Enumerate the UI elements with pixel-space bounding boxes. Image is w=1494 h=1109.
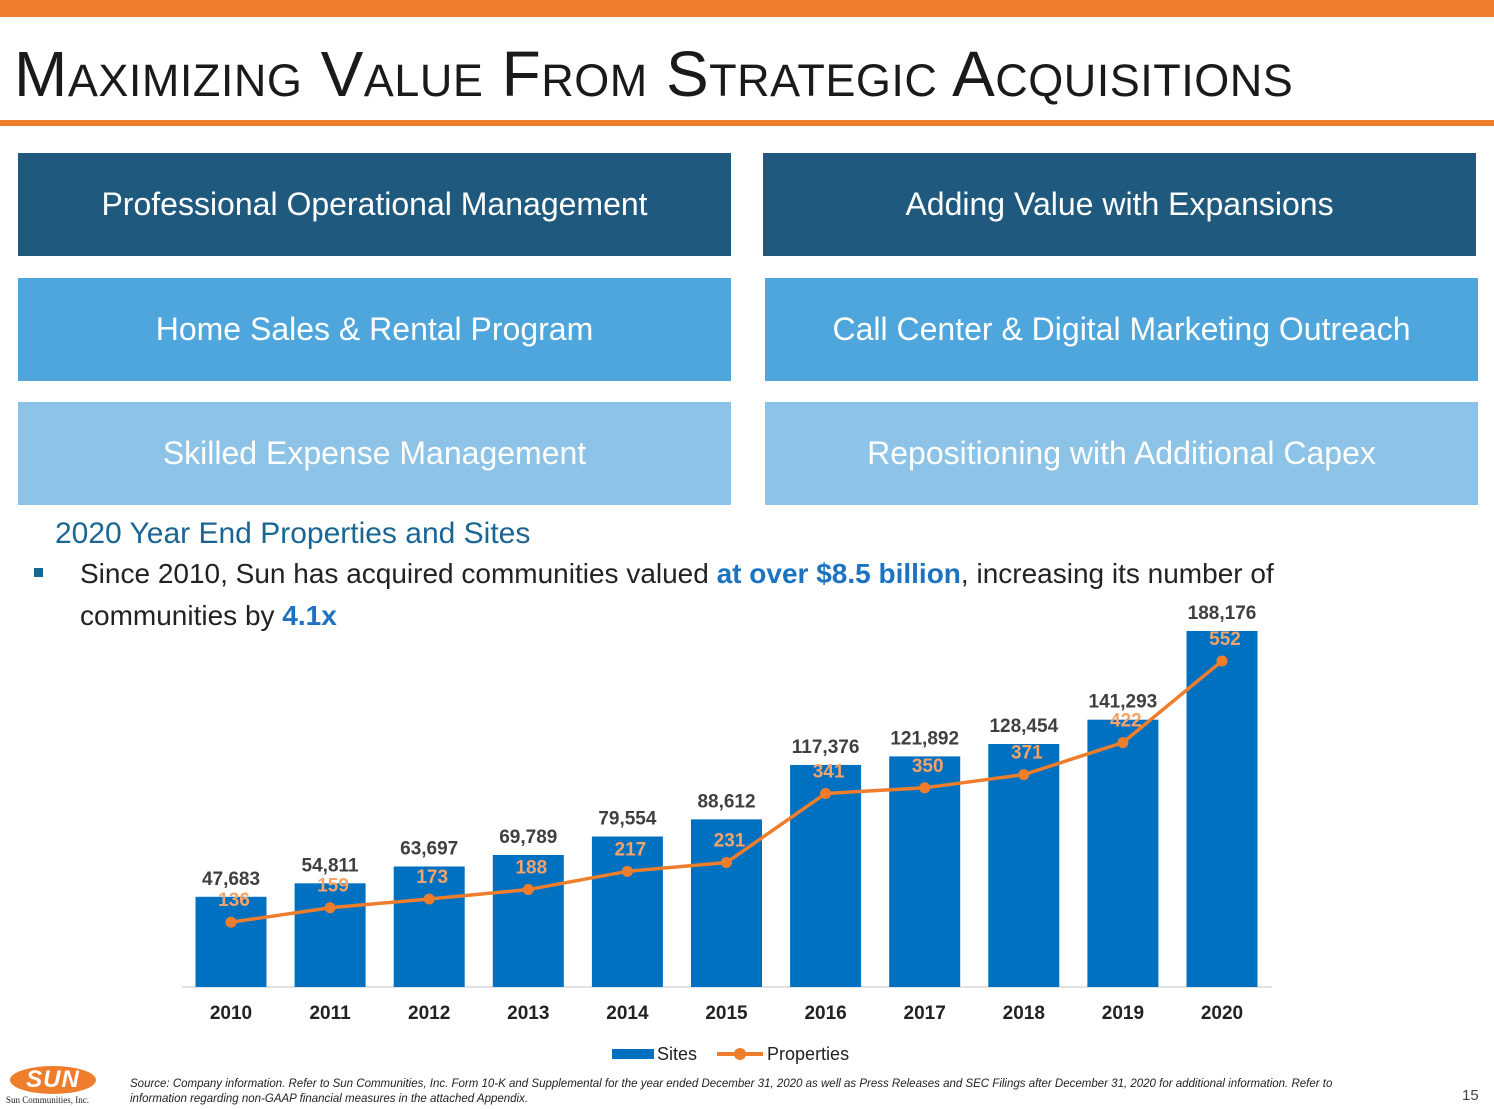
properties-label-2014: 217 — [615, 839, 647, 860]
chart-subheading: 2020 Year End Properties and Sites — [55, 517, 531, 550]
bar-sites-2010 — [195, 896, 267, 987]
bar-label-sites-2010: 47,683 — [202, 869, 260, 890]
properties-label-2010: 136 — [218, 890, 250, 911]
legend-sites-swatch — [612, 1049, 654, 1059]
x-tick-2015: 2015 — [705, 1003, 748, 1024]
properties-label-2020: 552 — [1209, 629, 1241, 650]
x-tick-2012: 2012 — [408, 1003, 450, 1024]
title-underline — [0, 120, 1494, 126]
legend-sites-label: Sites — [657, 1043, 698, 1064]
x-tick-2017: 2017 — [904, 1003, 946, 1024]
legend-properties-label: Properties — [767, 1043, 850, 1064]
chart-legend: Sites Properties — [612, 1042, 849, 1066]
properties-label-2015: 231 — [714, 831, 746, 852]
box-repositioning-additional-capex: Repositioning with Additional Capex — [765, 402, 1478, 505]
properties-point-2010 — [225, 916, 237, 928]
bullet-highlight-multiple: 4.1x — [282, 600, 337, 631]
bullet-highlight-value: at over $8.5 billion — [716, 558, 961, 589]
bullet-marker — [34, 568, 43, 577]
properties-point-2014 — [621, 865, 633, 877]
properties-point-2012 — [423, 893, 435, 905]
bar-sites-2016 — [790, 764, 862, 987]
properties-point-2019 — [1117, 737, 1129, 749]
x-tick-2016: 2016 — [804, 1003, 846, 1024]
bar-sites-2011 — [294, 883, 366, 987]
properties-label-2018: 371 — [1011, 743, 1043, 764]
properties-label-2013: 188 — [515, 858, 547, 879]
bar-label-sites-2017: 121,892 — [890, 728, 959, 749]
bar-label-sites-2019: 141,293 — [1089, 692, 1158, 713]
sites-properties-chart: 47,683 2010 54,811 2011 63,697 2012 69,789 2013… — [182, 603, 1272, 1024]
bar-sites-2019 — [1087, 719, 1159, 987]
sun-communities-logo: SUN Sun Communities, Inc. — [6, 1064, 124, 1108]
properties-label-2012: 173 — [416, 867, 448, 888]
bar-label-sites-2020: 188,176 — [1188, 603, 1257, 624]
source-footnote: Source: Company information. Refer to Su… — [130, 1078, 1333, 1105]
properties-label-2019: 422 — [1110, 711, 1142, 732]
properties-point-2016 — [820, 787, 832, 799]
x-tick-2011: 2011 — [309, 1003, 351, 1024]
top-accent-bar — [0, 0, 1494, 17]
bar-label-sites-2011: 54,811 — [302, 855, 359, 876]
box-home-sales-rental-program: Home Sales & Rental Program — [18, 278, 731, 381]
bar-sites-2018 — [988, 743, 1060, 987]
page-title: Maximizing Value From Strategic Acquisit… — [14, 38, 1294, 110]
bar-sites-2013 — [492, 854, 564, 987]
page-number: 15 — [1462, 1087, 1479, 1104]
logo-oval: SUN — [10, 1066, 96, 1094]
box-professional-operational-management: Professional Operational Management — [18, 153, 731, 256]
bar-sites-2012 — [393, 866, 465, 987]
x-tick-2014: 2014 — [606, 1003, 649, 1024]
x-tick-2010: 2010 — [210, 1003, 252, 1024]
properties-point-2020 — [1216, 655, 1228, 667]
properties-point-2013 — [522, 884, 534, 896]
logo-subtext: Sun Communities, Inc. — [6, 1095, 89, 1105]
x-tick-2013: 2013 — [507, 1003, 549, 1024]
box-skilled-expense-management: Skilled Expense Management — [18, 402, 731, 505]
bullet-part-2: , increasing its number of communities b… — [80, 558, 1274, 631]
properties-point-2018 — [1018, 769, 1030, 781]
properties-label-2017: 350 — [912, 756, 944, 777]
box-adding-value-with-expansions: Adding Value with Expansions — [763, 153, 1476, 256]
properties-label-2016: 341 — [813, 761, 845, 782]
x-tick-2019: 2019 — [1102, 1003, 1144, 1024]
x-tick-2018: 2018 — [1003, 1003, 1045, 1024]
bar-label-sites-2018: 128,454 — [989, 716, 1058, 737]
bullet-part-1: Since 2010, Sun has acquired communities… — [80, 558, 717, 589]
bar-label-sites-2012: 63,697 — [400, 838, 458, 859]
properties-point-2011 — [324, 902, 336, 914]
properties-point-2017 — [919, 782, 931, 794]
box-call-center-digital-marketing: Call Center & Digital Marketing Outreach — [765, 278, 1478, 381]
bullet-text: Since 2010, Sun has acquired communities… — [80, 553, 1360, 637]
bar-label-sites-2014: 79,554 — [598, 808, 657, 829]
properties-point-2015 — [721, 857, 732, 869]
bar-label-sites-2016: 117,376 — [792, 737, 860, 758]
bar-sites-2017 — [889, 756, 961, 987]
x-tick-2020: 2020 — [1201, 1003, 1243, 1024]
properties-label-2011: 159 — [317, 876, 349, 897]
bar-label-sites-2013: 69,789 — [499, 827, 557, 848]
bar-sites-2014 — [591, 836, 663, 987]
bar-sites-2020 — [1186, 631, 1258, 987]
bar-label-sites-2015: 88,612 — [697, 791, 755, 812]
legend-properties-swatch — [717, 1048, 764, 1060]
